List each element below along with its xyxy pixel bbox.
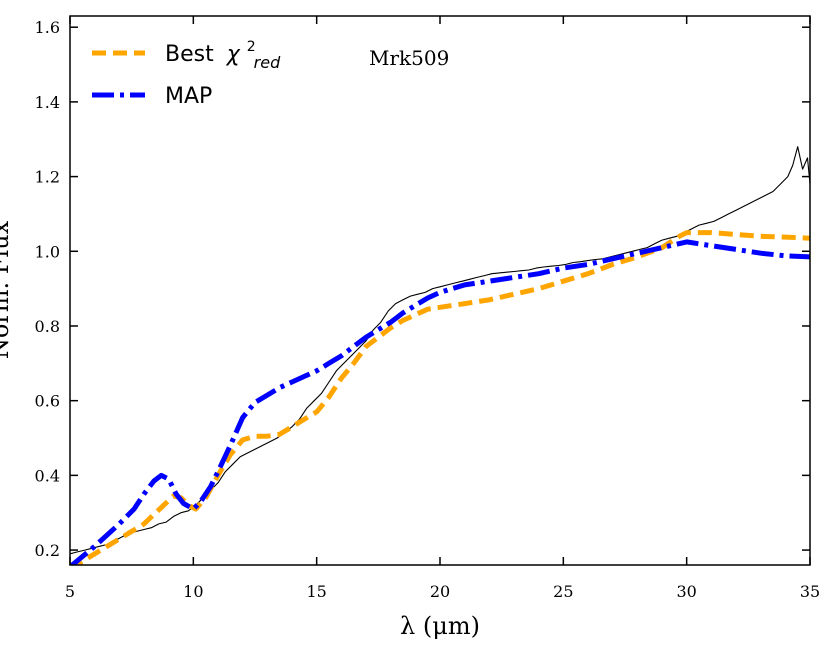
x-tick-label: 15 (306, 582, 326, 601)
y-tick-label: 1.4 (35, 93, 60, 112)
y-axis-label: Norm. Flux (0, 220, 14, 359)
x-tick-label: 30 (676, 582, 696, 601)
x-axis-label: λ (μm) (400, 612, 480, 640)
series-line-2 (70, 239, 810, 565)
legend-label-map: MAP (165, 84, 212, 109)
x-tick-label: 5 (65, 582, 75, 601)
x-tick-label: 25 (553, 582, 573, 601)
x-tick-label: 20 (430, 582, 450, 601)
legend: Best χ 2 red MAP (92, 32, 281, 109)
y-tick-label: 0.6 (35, 392, 60, 411)
y-tick-label: 0.2 (35, 541, 60, 560)
y-tick-label: 0.8 (35, 317, 60, 336)
series-line-0 (70, 146, 810, 555)
y-tick-label: 1.0 (35, 242, 60, 261)
legend-label-best: Best χ 2 red (165, 32, 281, 72)
object-annotation: Mrk509 (369, 46, 449, 70)
x-tick-label: 35 (800, 582, 820, 601)
y-tick-label: 1.6 (35, 18, 60, 37)
x-tick-label: 10 (183, 582, 203, 601)
series-line-1 (71, 230, 810, 565)
y-tick-label: 1.2 (35, 168, 60, 187)
y-tick-label: 0.4 (35, 466, 60, 485)
